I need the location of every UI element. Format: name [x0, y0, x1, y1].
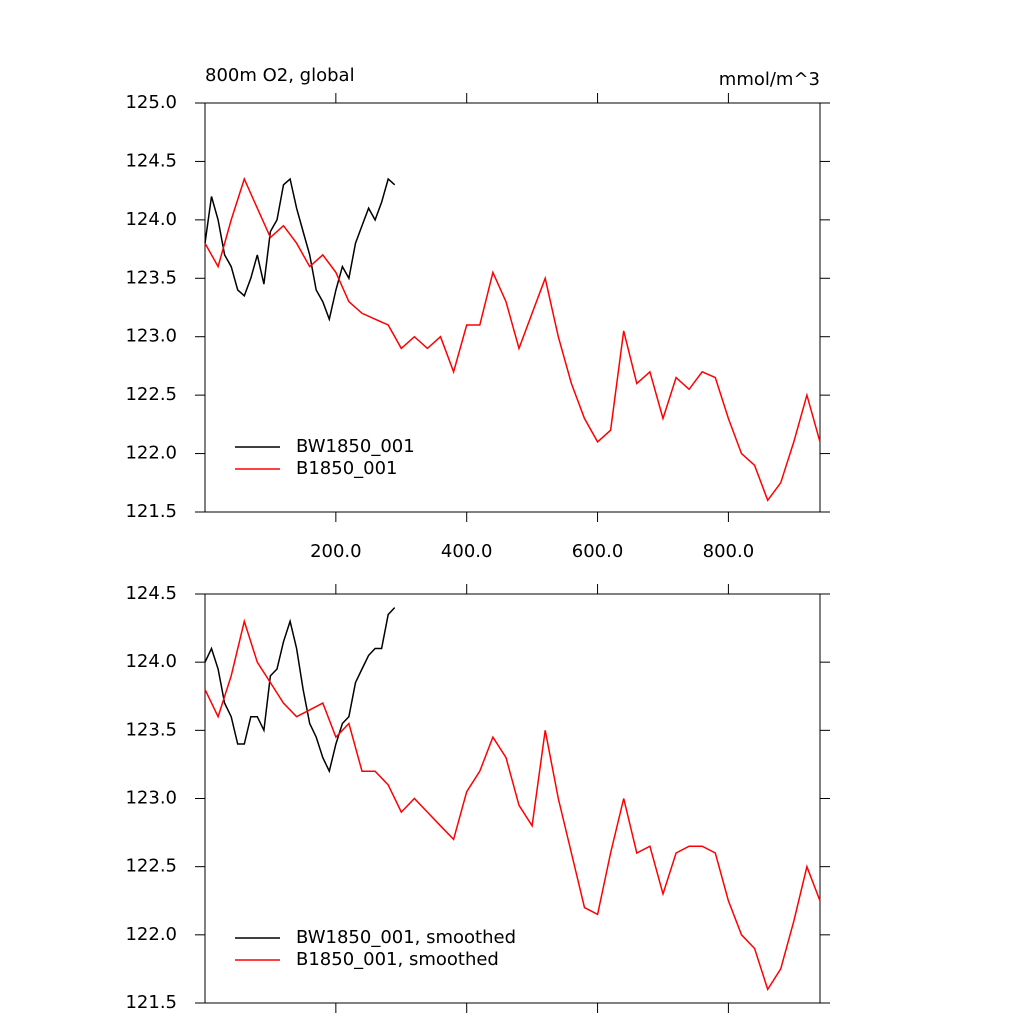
- y-tick-label: 124.5: [125, 583, 177, 604]
- chart-title: 800m O2, global: [205, 65, 355, 86]
- x-tick-label: 800.0: [703, 541, 755, 562]
- x-tick-label: 600.0: [572, 541, 624, 562]
- y-tick-label: 121.5: [125, 501, 177, 522]
- y-tick-label: 123.5: [125, 267, 177, 288]
- y-tick-label: 124.0: [125, 651, 177, 672]
- legend-label: BW1850_001, smoothed: [296, 927, 516, 948]
- plot-frame: [204, 102, 821, 513]
- y-tick-label: 124.5: [125, 150, 177, 171]
- y-tick-label: 125.0: [125, 92, 177, 113]
- data-line: [204, 618, 821, 992]
- y-tick-label: 123.0: [125, 326, 177, 347]
- y-tick-label: 122.5: [125, 384, 177, 405]
- y-tick-label: 122.5: [125, 856, 177, 877]
- legend-label: B1850_001: [296, 458, 398, 479]
- data-line: [204, 607, 396, 774]
- legend-label: BW1850_001: [296, 436, 415, 457]
- data-line: [204, 176, 821, 502]
- y-tick-label: 123.0: [125, 788, 177, 809]
- y-tick-label: 121.5: [125, 992, 177, 1013]
- x-tick-label: 400.0: [441, 541, 493, 562]
- legend-label: B1850_001, smoothed: [296, 949, 499, 970]
- y-tick-label: 123.5: [125, 719, 177, 740]
- data-line: [204, 177, 396, 322]
- x-tick-label: 200.0: [310, 541, 362, 562]
- y-tick-label: 124.0: [125, 209, 177, 230]
- y-tick-label: 122.0: [125, 443, 177, 464]
- units-label: mmol/m^3: [719, 69, 820, 90]
- y-tick-label: 122.0: [125, 924, 177, 945]
